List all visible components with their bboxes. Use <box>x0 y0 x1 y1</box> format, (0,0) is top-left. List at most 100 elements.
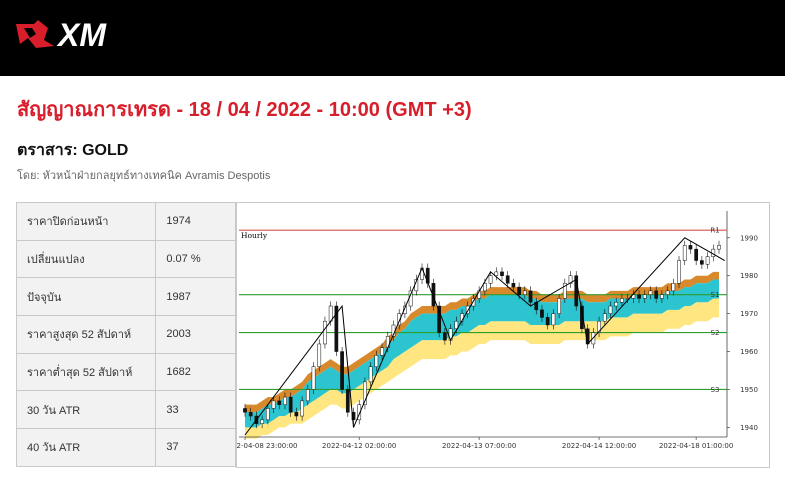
candle-body <box>483 283 487 292</box>
stat-value: 2003 <box>155 315 236 354</box>
y-tick-label: 1960 <box>740 348 758 356</box>
chart-canvas: R1 S1 S2 S3 1940 1950 1960 1970 1980 1990 2-04-08 … <box>237 211 758 450</box>
page-title: สัญญาณการเทรด - 18 / 04 / 2022 - 10:00 (… <box>17 99 472 121</box>
candle-body <box>311 366 316 390</box>
candle-body <box>317 343 322 367</box>
x-tick-label: 2-04-08 23:00:00 <box>237 442 297 450</box>
stat-value: 33 <box>155 390 236 430</box>
candle-body <box>602 313 607 322</box>
candle-body <box>305 389 310 402</box>
stat-label: ปัจจุบัน <box>15 277 157 317</box>
candle-body <box>271 400 276 409</box>
candle-body <box>562 283 567 299</box>
author-byline: โดย: หัวหน้าฝ่ายกลยุทธ์ทางเทคนิค Avramis… <box>17 170 271 182</box>
candle-body <box>682 245 687 261</box>
candle-body <box>614 301 619 307</box>
level-label-r1: R1 <box>710 227 719 235</box>
candle-body <box>511 283 516 288</box>
zigzag-line <box>244 237 725 436</box>
candle-body <box>545 317 550 326</box>
stat-value: 1682 <box>155 352 236 392</box>
stat-label: 40 วัน ATR <box>15 428 157 467</box>
y-tick-label: 1980 <box>740 272 758 280</box>
candle-body <box>345 389 350 413</box>
candle-body <box>248 411 253 417</box>
header-bar: XM <box>0 0 785 76</box>
stat-label: ราคาสูงสุด 52 สัปดาห์ <box>15 315 157 354</box>
stat-value: 37 <box>155 428 236 467</box>
y-tick-label: 1970 <box>740 310 758 318</box>
candle-body <box>688 245 693 250</box>
candle-body <box>334 305 339 352</box>
candle-body <box>243 408 247 413</box>
candle-body <box>260 419 264 424</box>
x-tick-label: 2022-04-12 02:00:00 <box>322 442 396 450</box>
instrument-label: ตราสาร: GOLD <box>17 142 129 159</box>
inner-band <box>245 279 719 428</box>
x-tick-label: 2022-04-14 12:00:00 <box>562 442 636 450</box>
level-label-s1: S1 <box>711 291 720 299</box>
hourly-chart: R1 S1 S2 S3 1940 1950 1960 1970 1980 1990 2-04-08 … <box>236 202 770 468</box>
candle-body <box>660 294 664 299</box>
stats-row: ราคาปิดก่อนหน้า 1974 <box>15 202 236 241</box>
candle-body <box>580 305 584 330</box>
candle-body <box>443 332 447 341</box>
lower-outer-band <box>245 298 719 439</box>
candle-body <box>637 294 641 299</box>
stat-value: 0.07 % <box>155 239 236 279</box>
level-label-s3: S3 <box>711 386 720 394</box>
candle-body <box>288 396 293 413</box>
bull-emblem-icon <box>16 20 54 48</box>
candle-body <box>431 283 436 307</box>
candle-body <box>517 286 521 295</box>
candle-body <box>300 400 304 417</box>
stats-row: เปลี่ยนแปลง 0.07 % <box>15 239 236 279</box>
stats-table: ราคาปิดก่อนหน้า 1974 เปลี่ยนแปลง 0.07 % ปัจจ… <box>15 202 236 467</box>
candle-body <box>648 290 653 295</box>
candle-body <box>522 290 527 295</box>
xm-logo[interactable]: XM <box>14 16 134 52</box>
stats-row: 30 วัน ATR 33 <box>15 390 236 430</box>
candle-body <box>597 320 601 333</box>
candle-body <box>265 408 270 421</box>
stat-label: ราคาปิดก่อนหน้า <box>15 202 157 241</box>
candle-body <box>500 271 504 276</box>
candle-body <box>694 248 699 261</box>
level-label-s2: S2 <box>711 329 720 337</box>
candle-body <box>700 260 704 265</box>
candle-body <box>540 309 544 318</box>
stat-label: เปลี่ยนแปลง <box>15 239 157 279</box>
candle-body <box>357 404 362 421</box>
stats-row: ปัจจุบัน 1987 <box>15 277 236 317</box>
candle-body <box>551 313 556 326</box>
chart-title: Hourly <box>241 231 268 240</box>
stat-value: 1987 <box>155 277 236 317</box>
stats-row: ราคาสูงสุด 52 สัปดาห์ 2003 <box>15 315 236 354</box>
candle-body <box>363 381 367 405</box>
candle-body <box>505 275 510 284</box>
candle-body <box>705 256 710 265</box>
candle-body <box>351 411 356 421</box>
candle-body <box>277 400 282 405</box>
candle-body <box>283 396 287 405</box>
stats-row: ราคาต่ำสุด 52 สัปดาห์ 1682 <box>15 352 236 392</box>
candle-body <box>665 290 670 295</box>
candle-body <box>374 355 379 367</box>
candle-body <box>671 283 676 292</box>
candle-body <box>397 313 402 326</box>
candle-body <box>380 347 384 356</box>
x-tick-label: 2022-04-13 07:00:00 <box>442 442 516 450</box>
candle-body <box>608 305 613 314</box>
candle-body <box>494 271 499 276</box>
y-tick-label: 1950 <box>740 386 758 394</box>
candle-body <box>323 320 327 345</box>
candle-body <box>403 305 407 314</box>
candle-body <box>368 366 373 383</box>
y-tick-label: 1990 <box>740 234 758 242</box>
candle-body <box>557 298 561 314</box>
candle-body <box>654 290 659 299</box>
svg-text:XM: XM <box>56 17 107 52</box>
stats-row: 40 วัน ATR 37 <box>15 428 236 467</box>
candle-body <box>437 305 442 333</box>
candle-body <box>465 305 470 314</box>
